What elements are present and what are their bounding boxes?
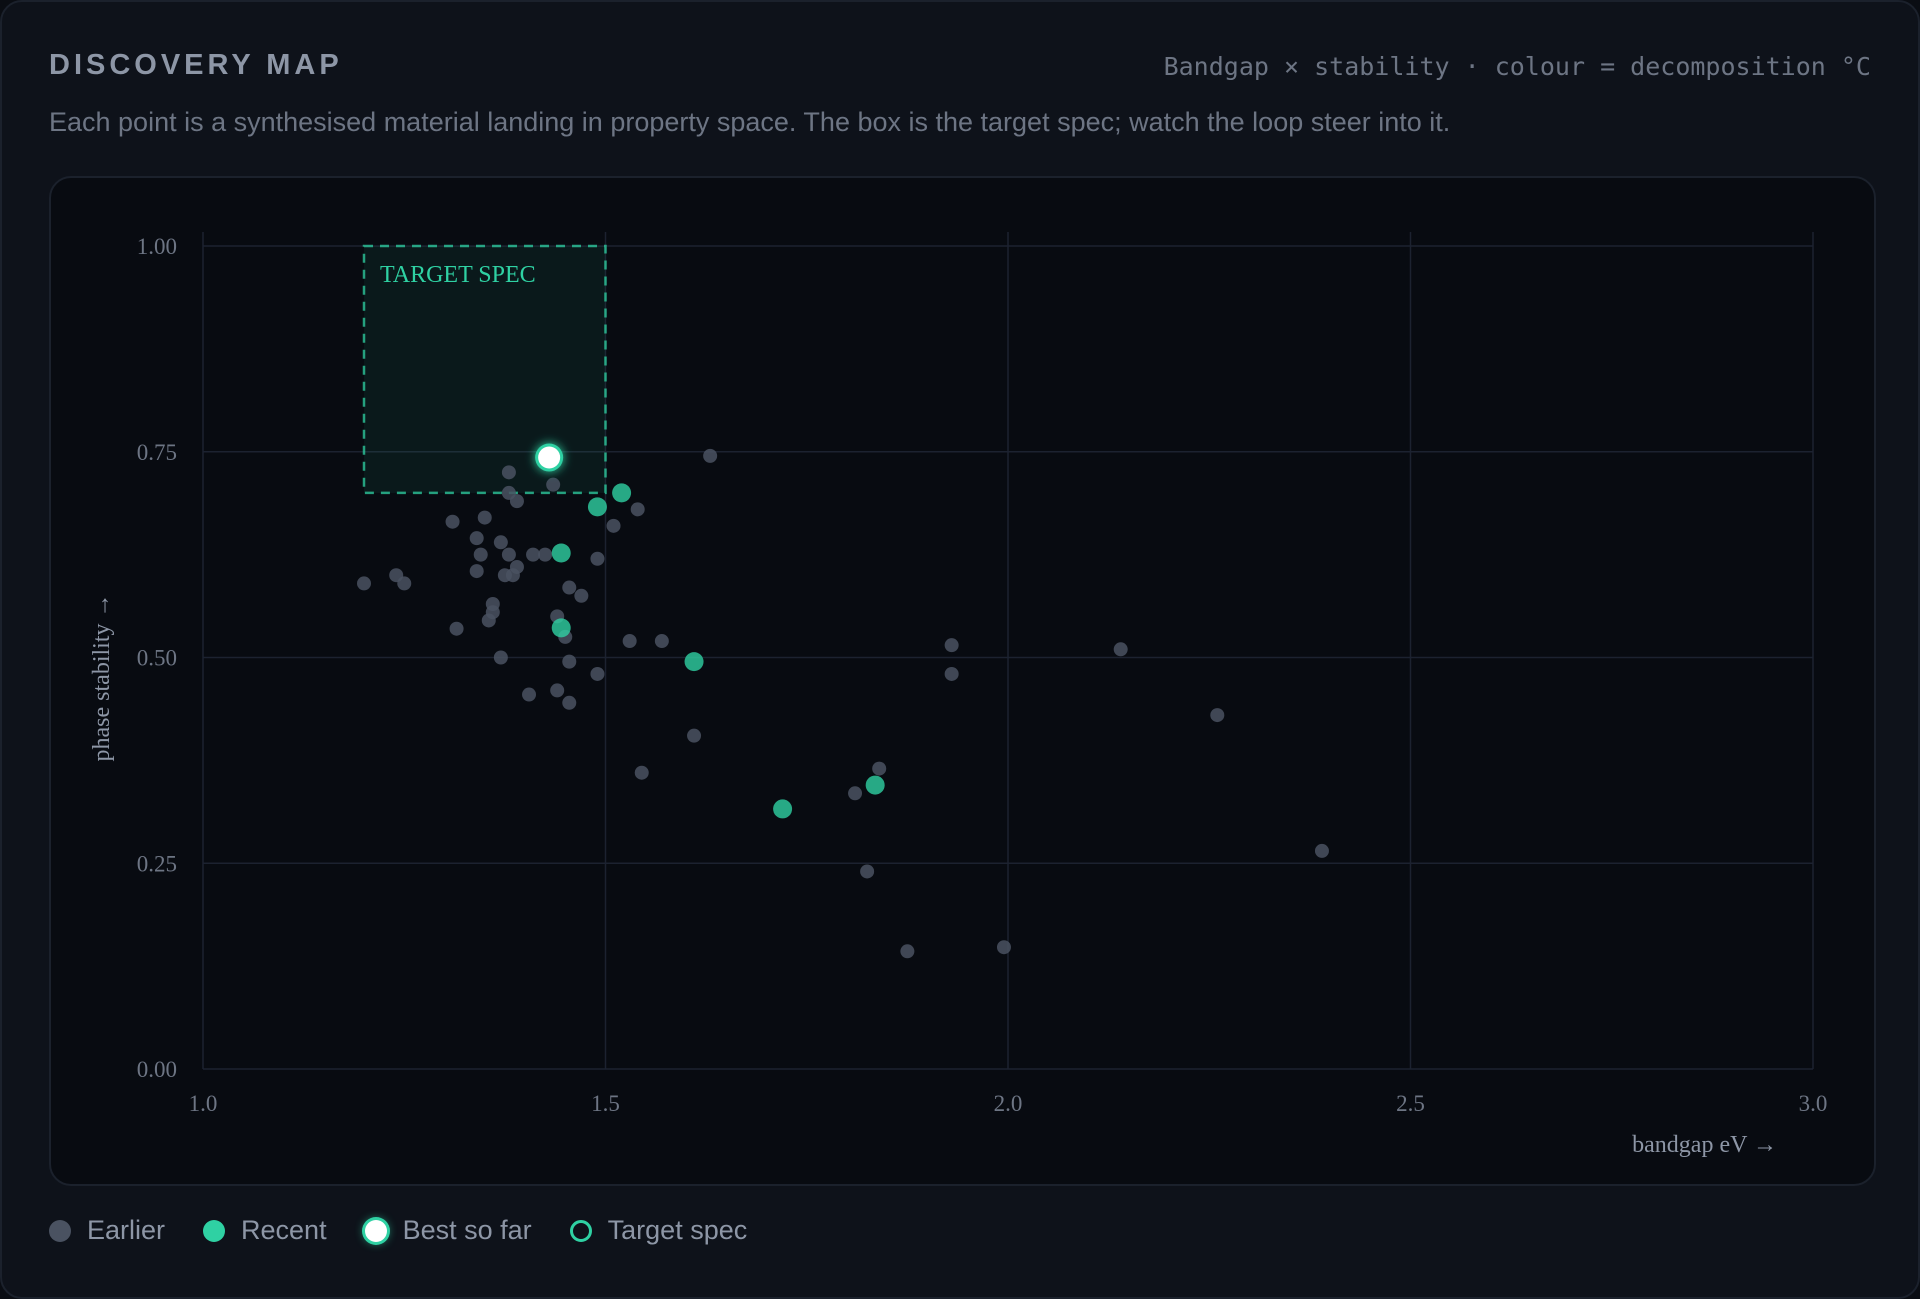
earlier-point: [522, 687, 537, 702]
earlier-point: [860, 864, 875, 879]
target-spec-box: [362, 244, 607, 495]
earlier-point: [562, 654, 577, 669]
legend-label-recent: Recent: [241, 1215, 327, 1245]
earlier-swatch-icon: [49, 1219, 71, 1242]
x-axis-label: bandgap eV →: [1632, 1132, 1777, 1158]
x-tick-label: 2.5: [1396, 1091, 1425, 1116]
legend-label-earlier: Earlier: [87, 1215, 166, 1245]
recent-point: [684, 652, 704, 672]
earlier-point: [574, 588, 589, 603]
earlier-point: [1113, 642, 1128, 657]
earlier-point: [634, 765, 649, 780]
earlier-point: [445, 514, 460, 529]
recent-point: [551, 618, 571, 638]
recent-point: [587, 497, 607, 517]
earlier-point: [469, 531, 484, 546]
y-axis-label: phase stability →: [89, 594, 115, 762]
y-tick-label: 0.00: [137, 1057, 177, 1082]
earlier-point: [477, 510, 492, 525]
earlier-point: [546, 477, 561, 492]
earlier-point: [509, 494, 524, 509]
earlier-point: [944, 638, 959, 653]
earlier-point: [493, 650, 508, 665]
earlier-point: [473, 547, 488, 562]
earlier-point: [397, 576, 412, 591]
target-swatch-icon: [569, 1219, 592, 1242]
y-tick-label: 0.75: [137, 440, 177, 465]
earlier-point: [469, 564, 484, 579]
earlier-point: [996, 940, 1011, 955]
x-tick-label: 1.5: [591, 1091, 620, 1116]
x-tick-label: 3.0: [1799, 1091, 1828, 1116]
legend-label-target: Target spec: [607, 1215, 748, 1245]
x-tick-label: 2.0: [994, 1091, 1023, 1116]
recent-point: [865, 775, 885, 795]
y-tick-label: 1.00: [137, 234, 177, 259]
earlier-point: [872, 761, 887, 776]
earlier-point: [900, 944, 915, 959]
earlier-point: [481, 613, 496, 628]
y-tick-label: 0.50: [137, 646, 177, 671]
legend-item-target: Target spec: [569, 1215, 748, 1246]
legend-item-best: Best so far: [364, 1215, 532, 1246]
legend-item-earlier: Earlier: [49, 1215, 165, 1246]
recent-point: [773, 799, 793, 819]
earlier-point: [622, 634, 637, 649]
recent-swatch-icon: [203, 1219, 226, 1242]
y-tick-label: 0.25: [137, 851, 177, 876]
legend-item-recent: Recent: [203, 1215, 327, 1246]
earlier-point: [538, 547, 553, 562]
earlier-point: [630, 502, 645, 517]
earlier-point: [357, 576, 371, 591]
best-point: [538, 446, 561, 469]
legend: Earlier Recent Best so far Target spec: [49, 1215, 785, 1246]
x-tick-label: 1.0: [189, 1091, 218, 1116]
plot-panel: 1.0 1.5 2.0 2.5 3.0 0.00 0.25 0.50 0.75 1.00 bandg…: [49, 176, 1876, 1186]
legend-label-best: Best so far: [402, 1215, 532, 1245]
earlier-point: [562, 580, 577, 595]
earlier-point: [606, 518, 621, 533]
earlier-point: [449, 621, 464, 636]
earlier-point: [654, 634, 669, 649]
header-caption: Bandgap × stability · colour = decomposi…: [1163, 52, 1871, 81]
earlier-point: [501, 547, 516, 562]
target-spec-label: TARGET SPEC: [380, 262, 536, 288]
earlier-point: [501, 465, 516, 480]
earlier-point: [1210, 708, 1225, 723]
earlier-point: [944, 666, 959, 681]
earlier-point: [590, 666, 605, 681]
earlier-point: [687, 728, 702, 743]
best-swatch-icon: [364, 1219, 387, 1242]
earlier-point: [550, 683, 565, 698]
earlier-point: [703, 448, 718, 463]
scatter-plot[interactable]: 1.0 1.5 2.0 2.5 3.0 0.00 0.25 0.50 0.75 1.00 bandg…: [51, 178, 1874, 1184]
earlier-point: [562, 695, 577, 710]
earlier-point: [1314, 843, 1329, 858]
card-title: DISCOVERY MAP: [49, 49, 343, 81]
earlier-point: [590, 551, 605, 566]
earlier-point: [526, 547, 541, 562]
earlier-point: [505, 568, 520, 583]
earlier-point: [493, 535, 508, 550]
recent-point: [612, 483, 632, 503]
card-subtitle: Each point is a synthesised material lan…: [49, 107, 1451, 137]
recent-point: [551, 543, 571, 563]
earlier-point: [848, 786, 863, 801]
